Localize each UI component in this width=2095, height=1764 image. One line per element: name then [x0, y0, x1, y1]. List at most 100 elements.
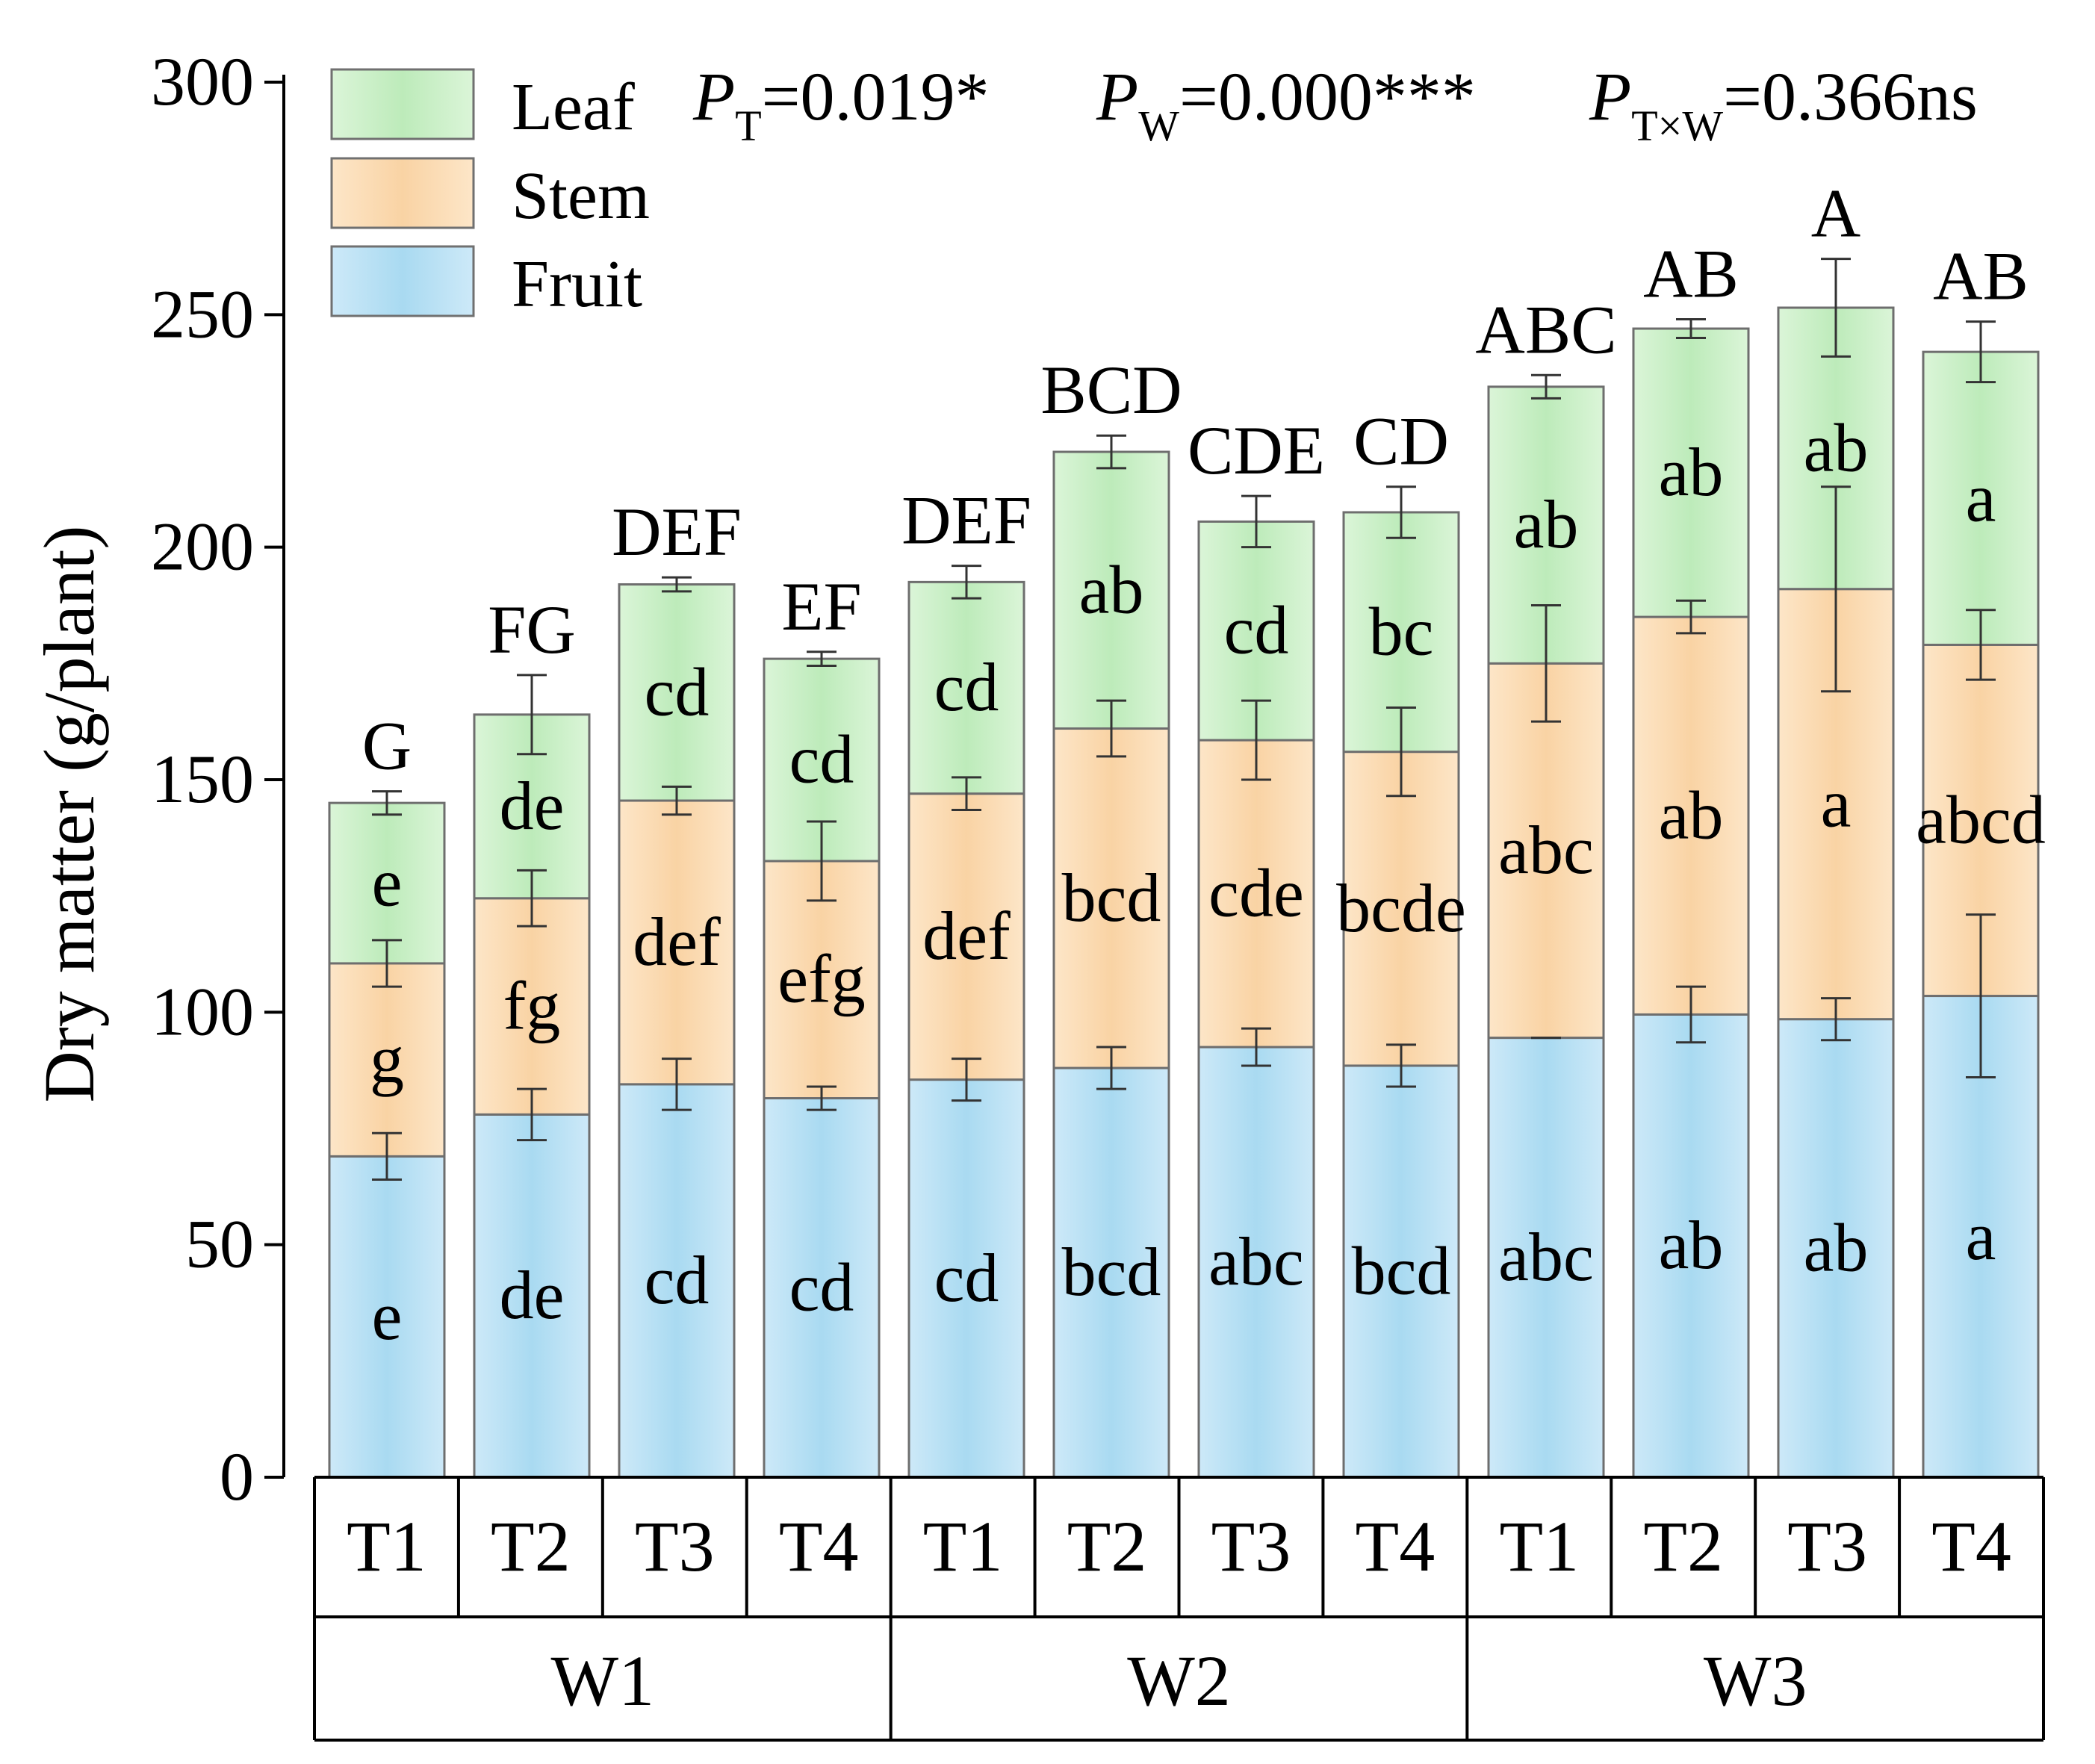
y-axis-label: Dry matter (g/plant): [29, 525, 109, 1102]
p-tw-symbol: P: [1589, 58, 1631, 134]
total-letter: BCD: [1040, 352, 1182, 428]
bar-segment-fruit: [328, 1155, 446, 1479]
p-tw-value: =0.366ns: [1723, 58, 1978, 134]
bar-segment-stem: [1197, 739, 1315, 1049]
bar-segment-stem: [1052, 727, 1170, 1069]
y-tick-label: 100: [151, 973, 254, 1049]
y-tick-label: 200: [151, 509, 254, 585]
error-bar-fruit: [1241, 1027, 1271, 1067]
bar-segment-leaf: [328, 801, 446, 965]
error-bar-stem: [517, 869, 547, 928]
bar-segment-fruit: [473, 1113, 591, 1479]
legend-label-fruit: Fruit: [512, 247, 642, 321]
legend-swatch-leaf: [330, 68, 475, 140]
bar-segment-stem: [1632, 615, 1750, 1016]
segment-letter-leaf: ab: [1659, 434, 1724, 510]
total-letter: DEF: [612, 494, 742, 570]
error-bar-leaf: [662, 576, 692, 593]
error-bar-leaf: [1821, 258, 1851, 358]
total-letter: FG: [488, 591, 576, 668]
segment-letter-fruit: bcd: [1062, 1234, 1161, 1310]
legend-swatch-fruit: [330, 245, 475, 317]
error-bar-stem: [1821, 485, 1851, 693]
bar-segment-stem: [1342, 751, 1460, 1067]
segment-letter-fruit: abc: [1498, 1219, 1594, 1295]
error-bar-stem: [807, 820, 837, 902]
bar-segment-fruit: [1197, 1046, 1315, 1479]
svg-text:PT=0.019*: PT=0.019*: [692, 58, 990, 150]
group-label: W2: [1127, 1641, 1231, 1721]
segment-letter-stem: efg: [778, 941, 865, 1017]
segment-letter-leaf: ab: [1079, 551, 1144, 627]
category-label: T2: [491, 1506, 571, 1586]
segment-letter-leaf: e: [372, 845, 403, 921]
segment-letter-fruit: cd: [645, 1242, 710, 1318]
error-bar-stem: [952, 776, 981, 811]
segment-letter-leaf: cd: [934, 649, 999, 725]
p-t-subscript: T: [735, 102, 761, 150]
error-bar-fruit: [952, 1058, 981, 1102]
error-bars: [372, 258, 1996, 1181]
error-bar-leaf: [1676, 318, 1706, 339]
error-bar-fruit: [1966, 913, 1996, 1079]
p-t-value: =0.019*: [762, 58, 990, 134]
segment-letter-leaf: bc: [1369, 593, 1434, 669]
segment-letter-stem: def: [633, 904, 721, 980]
bars: [328, 306, 2040, 1479]
error-bar-stem: [372, 939, 402, 988]
total-letter: DEF: [901, 482, 1031, 559]
error-bar-leaf: [372, 790, 402, 816]
y-tick-label: 50: [185, 1206, 254, 1282]
group-label: W3: [1704, 1641, 1807, 1721]
category-label: T2: [1067, 1506, 1147, 1586]
svg-text:PW=0.000***: PW=0.000***: [1096, 58, 1476, 150]
p-w-subscript: W: [1138, 102, 1179, 150]
error-bar-fruit: [372, 1131, 402, 1181]
legend: Leaf Stem Fruit: [330, 68, 650, 321]
total-letter: CD: [1353, 403, 1449, 479]
segment-letter-stem: bcd: [1062, 860, 1161, 936]
legend-label-leaf: Leaf: [512, 70, 635, 144]
error-bar-stem: [1241, 699, 1271, 781]
bar-segment-leaf: [1052, 450, 1170, 730]
p-value-annotation: PT=0.019* PW=0.000*** PT×W=0.366ns: [692, 58, 1978, 150]
error-bar-fruit: [1096, 1046, 1126, 1090]
segment-letter-fruit: ab: [1659, 1207, 1724, 1283]
bar-segment-stem: [618, 799, 736, 1086]
segment-letter-leaf: de: [500, 768, 565, 844]
error-bar-leaf: [1531, 373, 1561, 400]
y-tick-label: 0: [220, 1438, 254, 1515]
total-letter: G: [362, 708, 412, 784]
category-label: T1: [923, 1506, 1003, 1586]
category-label: T1: [347, 1506, 426, 1586]
bar-segment-stem: [328, 962, 446, 1158]
segment-letter-fruit: bcd: [1352, 1232, 1451, 1308]
total-letter: EF: [781, 568, 861, 645]
bar-segment-fruit: [763, 1097, 881, 1479]
segment-letter-stem: ab: [1659, 777, 1724, 853]
segment-letter-fruit: cd: [934, 1240, 999, 1316]
bar-segment-stem: [473, 897, 591, 1116]
error-bar-leaf: [952, 565, 981, 600]
error-bar-leaf: [1096, 434, 1126, 470]
total-letter: ABC: [1475, 291, 1616, 367]
error-bar-fruit: [807, 1085, 837, 1111]
error-bar-fruit: [1386, 1043, 1416, 1088]
category-label: T4: [1931, 1506, 2011, 1586]
error-bar-stem: [1531, 604, 1561, 723]
error-bar-leaf: [1241, 494, 1271, 549]
error-bar-leaf: [807, 650, 837, 667]
x-axis-table: T1 T2 T3 T4 T1 T2 T3 T4 T1 T2 T3 T4 W1 W2 W3: [313, 1476, 2045, 1742]
category-label: T2: [1643, 1506, 1723, 1586]
group-label: W1: [551, 1641, 655, 1721]
p-w-symbol: P: [1096, 58, 1138, 134]
legend-swatch-stem: [330, 157, 475, 229]
significance-letters: egeGdefgdeFGcddefcdDEFcdefgcdEFcddefcdDE…: [362, 176, 2046, 1355]
error-bar-stem: [1096, 699, 1126, 758]
total-letter: CDE: [1188, 412, 1325, 488]
error-bar-fruit: [662, 1058, 692, 1111]
category-label: T3: [1211, 1506, 1291, 1586]
total-letter: A: [1811, 176, 1860, 252]
category-label: T3: [635, 1506, 715, 1586]
segment-letter-leaf: ab: [1804, 409, 1869, 485]
